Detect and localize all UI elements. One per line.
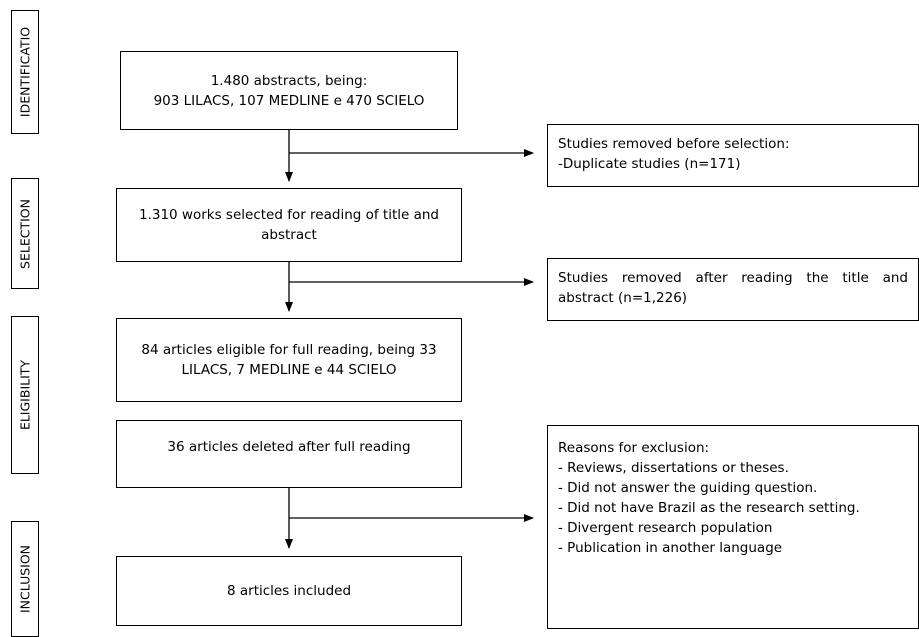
stage-label-identification: IDENTIFICATIO	[11, 10, 39, 134]
reasons-line-2: - Reviews, dissertations or theses.	[558, 460, 789, 476]
reasons-line-5: - Divergent research population	[558, 520, 773, 536]
eligibility-line-1: 84 articles eligible for full reading, b…	[141, 342, 437, 358]
reasons-box: Reasons for exclusion: - Reviews, disser…	[547, 425, 919, 629]
identification-box: 1.480 abstracts, being: 903 LILACS, 107 …	[120, 51, 458, 130]
identification-line-1: 1.480 abstracts, being:	[210, 72, 368, 89]
selection-box: 1.310 works selected for reading of titl…	[116, 188, 462, 262]
included-box: 8 articles included	[116, 556, 462, 626]
selection-line-2: abstract	[261, 227, 317, 243]
identification-line-2: 903 LILACS, 107 MEDLINE e 470 SCIELO	[153, 92, 425, 109]
stage-label-eligibility: ELIGIBILITY	[11, 316, 39, 474]
eligibility-box: 84 articles eligible for full reading, b…	[116, 318, 462, 402]
removed-after-box: Studies removed after reading the title …	[547, 258, 919, 321]
reasons-line-4: - Did not have Brazil as the research se…	[558, 500, 860, 516]
eligibility-line-2: LILACS, 7 MEDLINE e 44 SCIELO	[181, 362, 397, 378]
removed-before-line-2: -Duplicate studies (n=171)	[558, 156, 741, 172]
deleted-box: 36 articles deleted after full reading	[116, 420, 462, 488]
removed-after-text: Studies removed after reading the title …	[558, 270, 908, 306]
reasons-line-3: - Did not answer the guiding question.	[558, 480, 818, 496]
reasons-line-6: - Publication in another language	[558, 540, 783, 556]
included-line-1: 8 articles included	[226, 583, 352, 599]
removed-before-box: Studies removed before selection: -Dupli…	[547, 124, 919, 187]
deleted-line-1: 36 articles deleted after full reading	[167, 439, 411, 455]
removed-before-line-1: Studies removed before selection:	[558, 136, 790, 152]
reasons-line-1: Reasons for exclusion:	[558, 440, 710, 456]
stage-label-selection: SELECTION	[11, 178, 39, 289]
stage-label-inclusion: INCLUSION	[11, 521, 39, 637]
selection-line-1: 1.310 works selected for reading of titl…	[138, 207, 440, 223]
